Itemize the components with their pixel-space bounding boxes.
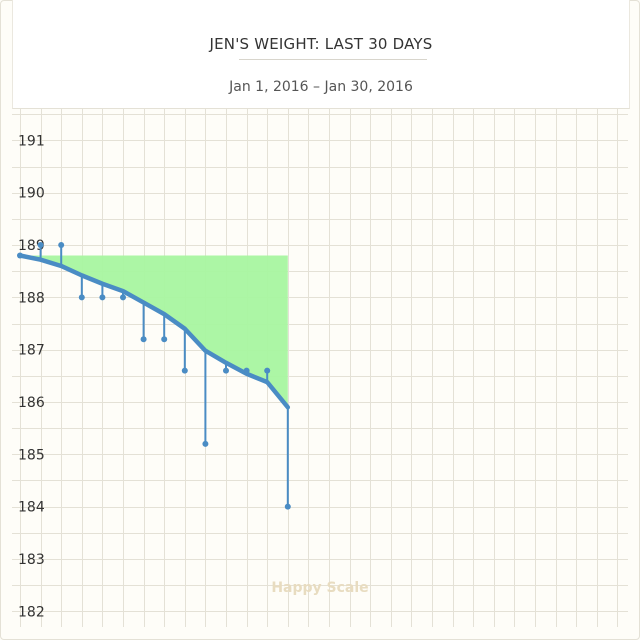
y-tick-label: 184 [18, 500, 45, 516]
y-tick-label: 189 [18, 238, 45, 254]
weight-loss-area [20, 255, 288, 408]
y-tick-label: 188 [18, 290, 45, 306]
weight-point [243, 367, 250, 374]
weight-point [140, 336, 147, 343]
weight-point [181, 367, 188, 374]
chart-header: JEN'S WEIGHT: LAST 30 DAYS Jan 1, 2016 –… [12, 0, 630, 109]
watermark: Happy Scale [271, 580, 369, 596]
chart-title: JEN'S WEIGHT: LAST 30 DAYS [209, 35, 433, 53]
trend-line [17, 253, 291, 410]
weight-point [17, 252, 23, 259]
title-underline [239, 59, 427, 60]
date-range: Jan 1, 2016 – Jan 30, 2016 [229, 79, 413, 95]
weight-point [284, 503, 291, 510]
weight-point [120, 294, 126, 301]
weight-point [78, 294, 85, 301]
y-tick-label: 191 [18, 133, 45, 149]
weight-point [223, 367, 229, 374]
weight-chart: 182 183 184 185 186 187 188 189 190 191 [12, 109, 628, 627]
y-tick-label: 182 [18, 604, 45, 620]
weight-point [99, 294, 106, 301]
weight-point [58, 242, 65, 249]
weight-point [264, 367, 271, 374]
weight-point [202, 440, 209, 447]
y-tick-label: 186 [18, 395, 45, 411]
y-tick-label: 187 [18, 343, 45, 359]
weight-point [161, 336, 168, 343]
y-tick-label: 190 [18, 186, 45, 202]
weight-point [37, 242, 44, 249]
y-tick-label: 183 [18, 552, 45, 568]
y-tick-label: 185 [18, 447, 45, 463]
